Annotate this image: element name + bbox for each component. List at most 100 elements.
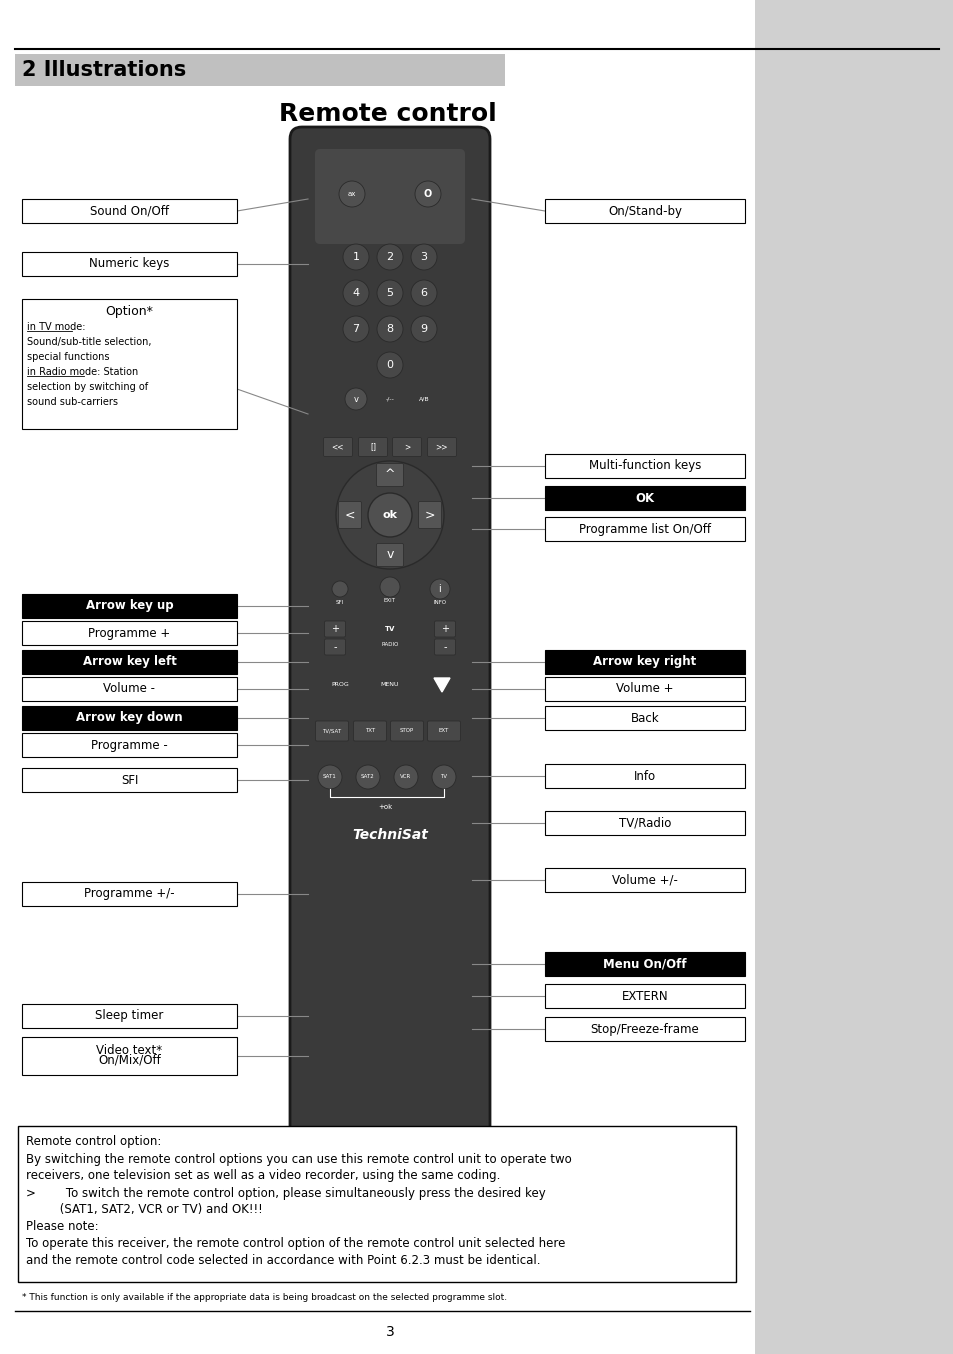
- Text: To operate this receiver, the remote control option of the remote control unit s: To operate this receiver, the remote con…: [26, 1238, 565, 1251]
- Circle shape: [376, 315, 402, 343]
- Text: EXTERN: EXTERN: [621, 990, 668, 1002]
- Text: 2: 2: [386, 252, 394, 263]
- Text: 0: 0: [386, 360, 393, 370]
- Text: sound sub-carriers: sound sub-carriers: [27, 397, 118, 408]
- Text: TV: TV: [384, 626, 395, 632]
- Bar: [22, 199, 236, 223]
- Text: >        To switch the remote control option, please simultaneously press the de: > To switch the remote control option, p…: [26, 1186, 545, 1200]
- Bar: [22, 1005, 236, 1028]
- Bar: [544, 811, 744, 835]
- FancyBboxPatch shape: [323, 437, 352, 456]
- Circle shape: [355, 765, 379, 789]
- Text: Arrow key left: Arrow key left: [83, 655, 176, 669]
- Text: TV: TV: [440, 774, 447, 780]
- Circle shape: [332, 581, 348, 597]
- Text: []: []: [370, 443, 375, 451]
- Text: Programme +/-: Programme +/-: [84, 887, 174, 900]
- Text: receivers, one television set as well as a video recorder, using the same coding: receivers, one television set as well as…: [26, 1170, 500, 1182]
- Text: By switching the remote control options you can use this remote control unit to : By switching the remote control options …: [26, 1152, 571, 1166]
- Text: 1: 1: [352, 252, 359, 263]
- Bar: [22, 650, 236, 674]
- Circle shape: [338, 181, 365, 207]
- Circle shape: [343, 315, 369, 343]
- Text: SAT1: SAT1: [323, 774, 336, 780]
- Text: Back: Back: [630, 711, 659, 724]
- Text: Remote control option:: Remote control option:: [26, 1136, 161, 1148]
- Text: <: <: [344, 509, 355, 521]
- Text: Sleep timer: Sleep timer: [95, 1010, 164, 1022]
- Text: v: v: [354, 394, 358, 403]
- FancyBboxPatch shape: [392, 437, 421, 456]
- Text: Info: Info: [634, 769, 656, 783]
- Text: ok: ok: [382, 510, 397, 520]
- Circle shape: [411, 315, 436, 343]
- FancyBboxPatch shape: [290, 127, 490, 1192]
- Text: 3: 3: [420, 252, 427, 263]
- Bar: [544, 454, 744, 478]
- Text: Volume -: Volume -: [103, 682, 155, 696]
- Text: >: >: [403, 443, 410, 451]
- Bar: [22, 299, 236, 429]
- Polygon shape: [434, 678, 450, 692]
- Text: Video text*: Video text*: [96, 1044, 162, 1057]
- Bar: [544, 868, 744, 892]
- Bar: [22, 1037, 236, 1075]
- Text: SFI: SFI: [121, 773, 138, 787]
- Text: EXIT: EXIT: [384, 598, 395, 604]
- Bar: [22, 705, 236, 730]
- Bar: [22, 252, 236, 276]
- FancyBboxPatch shape: [427, 720, 460, 741]
- Text: Please note:: Please note:: [26, 1220, 98, 1233]
- Bar: [22, 881, 236, 906]
- Text: Volume +: Volume +: [616, 682, 673, 696]
- Bar: [22, 733, 236, 757]
- Circle shape: [376, 352, 402, 378]
- Circle shape: [411, 280, 436, 306]
- Text: * This function is only available if the appropriate data is being broadcast on : * This function is only available if the…: [22, 1293, 507, 1301]
- FancyBboxPatch shape: [324, 639, 345, 655]
- Circle shape: [317, 765, 341, 789]
- Text: On/Mix/Off: On/Mix/Off: [98, 1053, 161, 1067]
- Text: 5: 5: [386, 288, 393, 298]
- Text: +ok: +ok: [377, 804, 392, 810]
- Bar: [0, 0, 754, 1354]
- Circle shape: [379, 577, 399, 597]
- Bar: [18, 1127, 735, 1282]
- Bar: [15, 54, 504, 87]
- Text: selection by switching of: selection by switching of: [27, 382, 148, 393]
- Text: 7: 7: [352, 324, 359, 334]
- Text: Sound On/Off: Sound On/Off: [90, 204, 169, 218]
- Text: SAT2: SAT2: [361, 774, 375, 780]
- Circle shape: [376, 244, 402, 269]
- FancyBboxPatch shape: [427, 437, 456, 456]
- Text: Menu On/Off: Menu On/Off: [602, 957, 686, 971]
- Text: Arrow key down: Arrow key down: [76, 711, 183, 724]
- Text: ax: ax: [348, 191, 355, 196]
- Circle shape: [430, 580, 450, 598]
- Bar: [754, 0, 953, 1354]
- Text: SFI: SFI: [335, 600, 344, 604]
- Text: Arrow key right: Arrow key right: [593, 655, 696, 669]
- Text: +: +: [331, 624, 338, 634]
- FancyBboxPatch shape: [324, 621, 345, 636]
- FancyBboxPatch shape: [434, 639, 455, 655]
- Text: VCR: VCR: [400, 774, 411, 780]
- Circle shape: [411, 244, 436, 269]
- Text: On/Stand-by: On/Stand-by: [607, 204, 681, 218]
- Text: RADIO: RADIO: [381, 642, 398, 646]
- Text: 8: 8: [386, 324, 394, 334]
- FancyBboxPatch shape: [434, 621, 455, 636]
- Bar: [22, 621, 236, 645]
- Bar: [22, 768, 236, 792]
- Text: Programme list On/Off: Programme list On/Off: [578, 523, 710, 535]
- Text: EXT: EXT: [438, 728, 449, 734]
- Text: Programme -: Programme -: [91, 738, 168, 751]
- Text: Stop/Freeze-frame: Stop/Freeze-frame: [590, 1022, 699, 1036]
- Text: and the remote control code selected in accordance with Point 6.2.3 must be iden: and the remote control code selected in …: [26, 1255, 540, 1267]
- FancyBboxPatch shape: [418, 501, 441, 528]
- Circle shape: [335, 460, 443, 569]
- FancyBboxPatch shape: [315, 720, 348, 741]
- Text: v: v: [386, 548, 394, 562]
- Text: TechniSat: TechniSat: [352, 829, 428, 842]
- Text: Multi-function keys: Multi-function keys: [588, 459, 700, 473]
